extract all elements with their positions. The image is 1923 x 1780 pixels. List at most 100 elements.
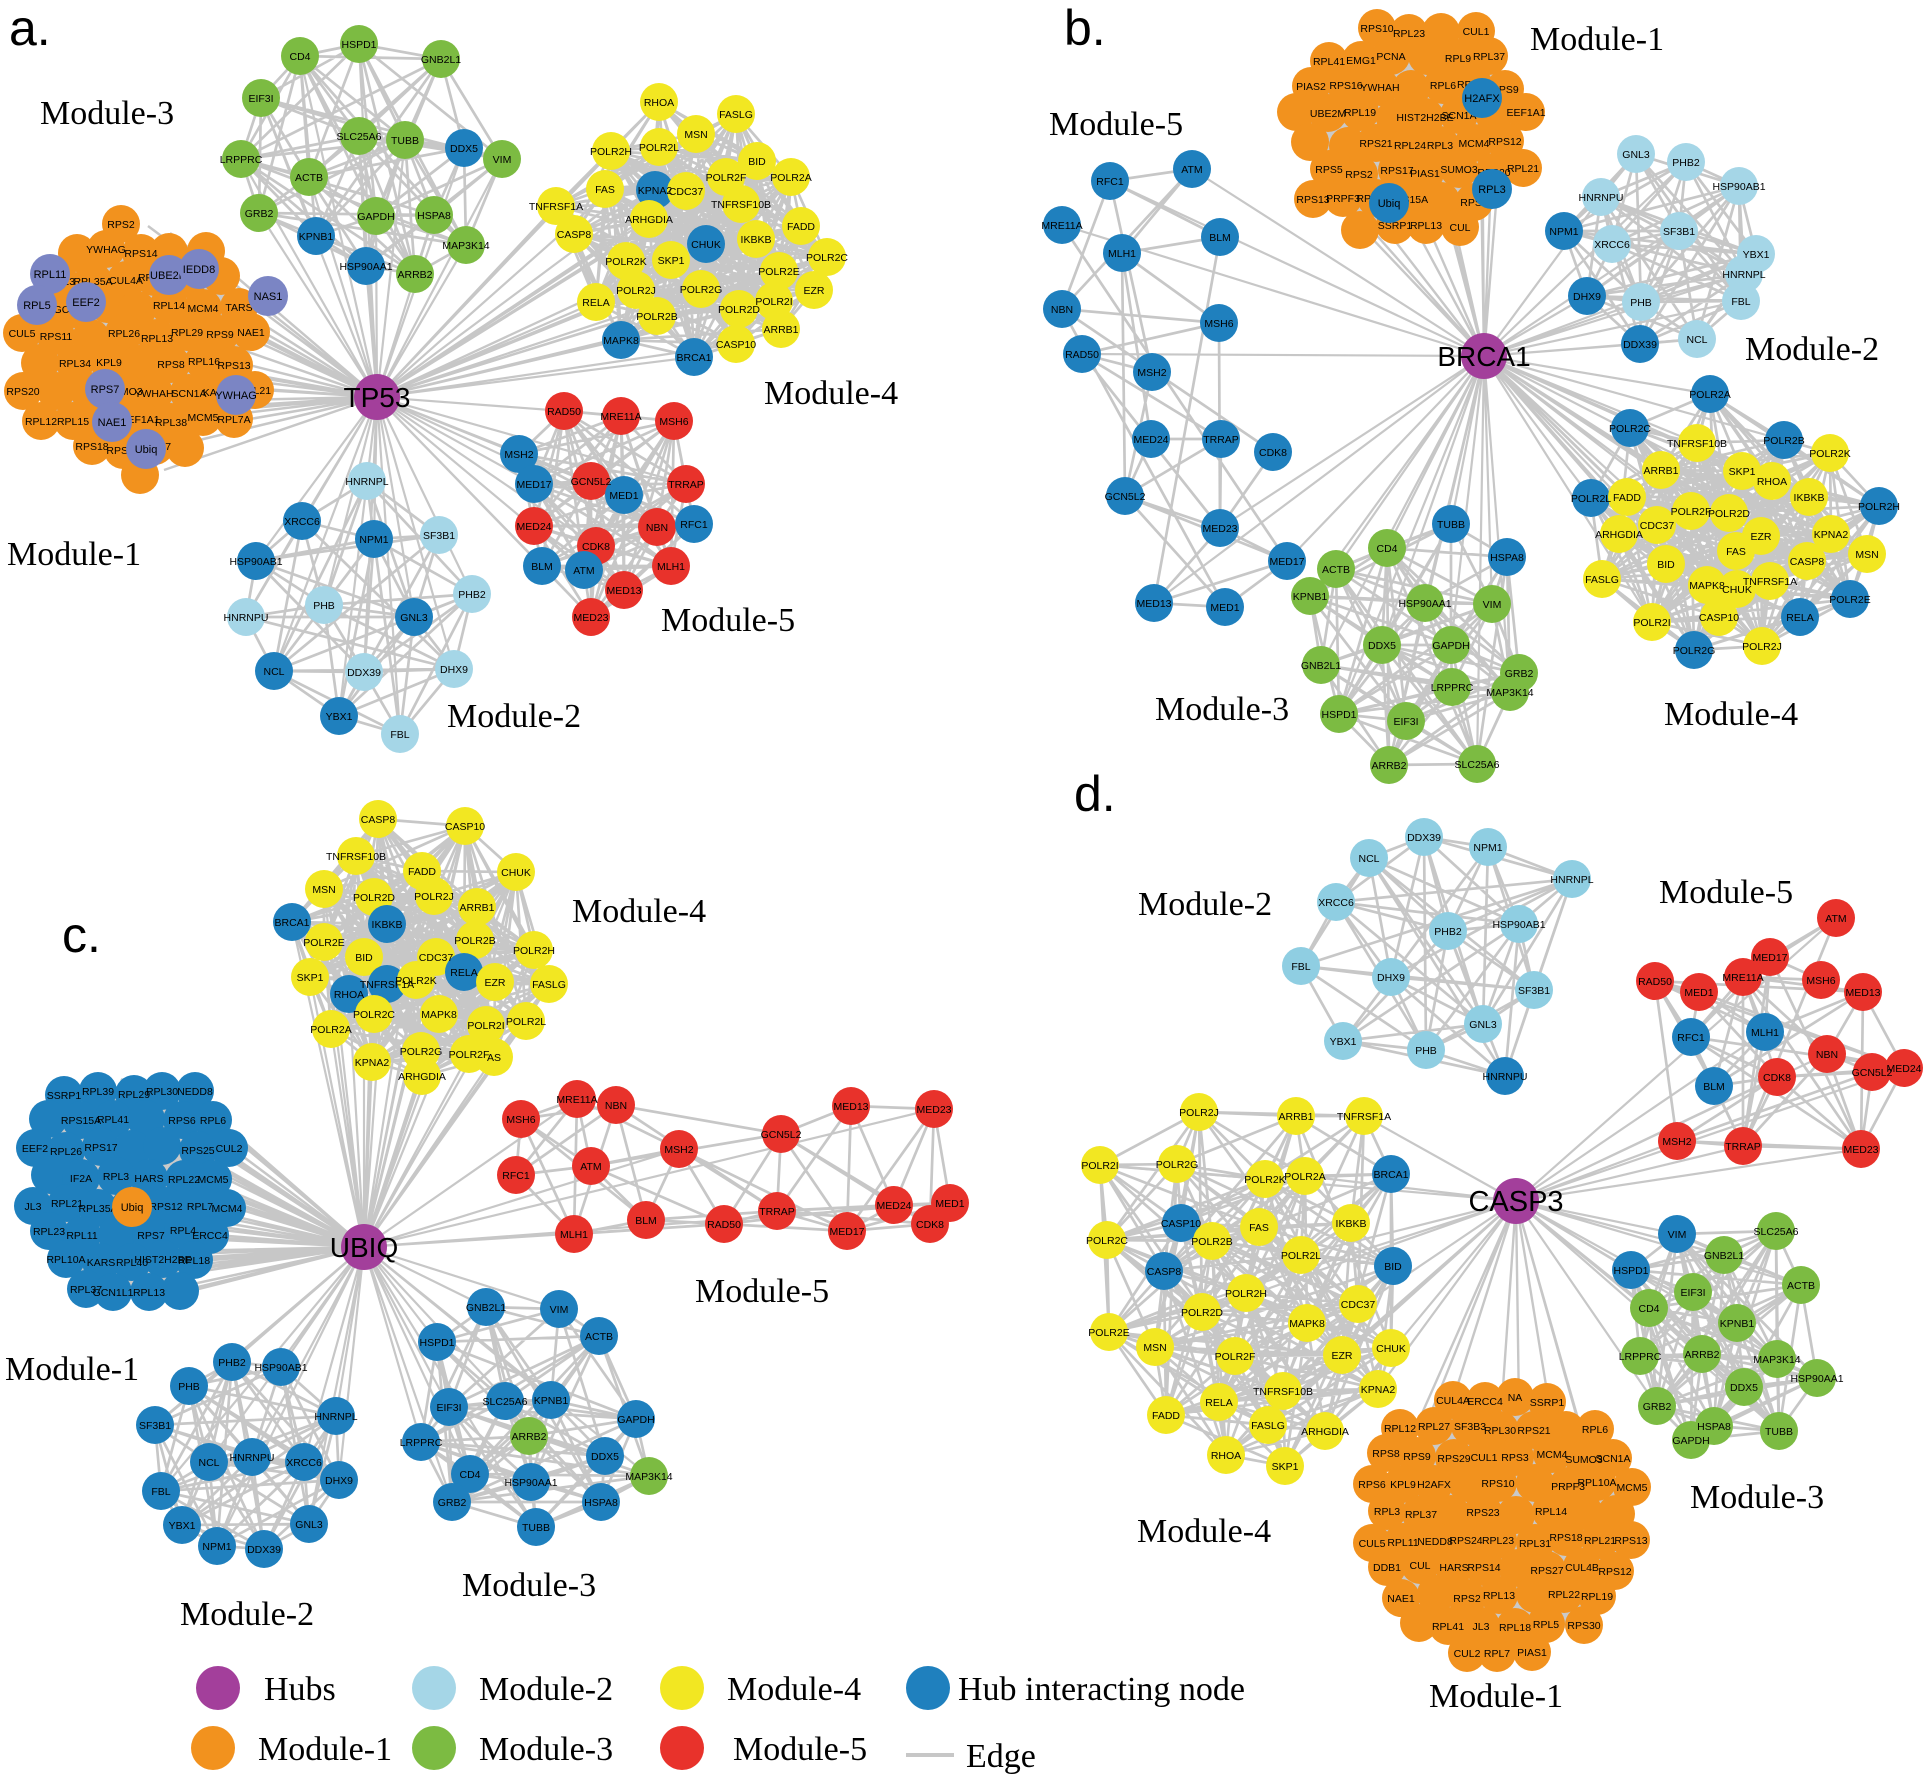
svg-text:HSPA8: HSPA8 xyxy=(1697,1421,1731,1433)
svg-text:PHB2: PHB2 xyxy=(458,589,486,601)
svg-text:RPS14: RPS14 xyxy=(1467,1562,1500,1574)
svg-text:Module-5: Module-5 xyxy=(1659,874,1793,911)
svg-text:RPS13: RPS13 xyxy=(1296,194,1329,206)
svg-text:PCNA: PCNA xyxy=(1376,51,1405,63)
svg-text:BLM: BLM xyxy=(1209,232,1231,244)
svg-text:Module-3: Module-3 xyxy=(1155,691,1289,728)
svg-text:RPL26: RPL26 xyxy=(50,1146,82,1158)
svg-text:RPL34: RPL34 xyxy=(59,358,91,370)
svg-text:MRE11A: MRE11A xyxy=(600,411,641,423)
svg-text:FBL: FBL xyxy=(151,1486,170,1498)
svg-text:RPL12: RPL12 xyxy=(25,416,57,428)
svg-text:POLR2L: POLR2L xyxy=(1281,1250,1321,1262)
svg-text:EEF2: EEF2 xyxy=(72,297,100,309)
svg-text:RPS7: RPS7 xyxy=(137,1230,165,1242)
svg-text:RPL3: RPL3 xyxy=(103,1171,129,1183)
svg-text:EIF3I: EIF3I xyxy=(1680,1287,1705,1299)
svg-text:RPL10A: RPL10A xyxy=(46,1254,85,1266)
svg-text:Ubiq: Ubiq xyxy=(135,444,158,456)
svg-text:HNRNPL: HNRNPL xyxy=(314,1411,357,1423)
svg-text:ACTB: ACTB xyxy=(295,172,323,184)
svg-text:DDX39: DDX39 xyxy=(1407,832,1441,844)
svg-text:RPS21: RPS21 xyxy=(1359,138,1392,150)
svg-text:FAS: FAS xyxy=(1249,1222,1269,1234)
svg-text:MAP3K14: MAP3K14 xyxy=(625,1471,672,1483)
svg-text:ARHGDIA: ARHGDIA xyxy=(1595,529,1643,541)
svg-text:TNFRSF1A: TNFRSF1A xyxy=(529,201,583,213)
svg-text:CD4: CD4 xyxy=(1638,1303,1659,1315)
svg-text:CASP8: CASP8 xyxy=(557,229,592,241)
svg-text:RPL23: RPL23 xyxy=(1393,28,1425,40)
svg-text:RPL5: RPL5 xyxy=(23,300,51,312)
svg-text:RPS15A: RPS15A xyxy=(61,1115,101,1127)
svg-text:XRCC6: XRCC6 xyxy=(1318,897,1354,909)
svg-text:MLH1: MLH1 xyxy=(1108,248,1136,260)
svg-text:HNRNPU: HNRNPU xyxy=(1483,1071,1528,1083)
svg-text:PIAS1: PIAS1 xyxy=(1517,1647,1547,1659)
svg-text:RPS10: RPS10 xyxy=(1481,1478,1514,1490)
svg-text:Module-3: Module-3 xyxy=(479,1731,613,1768)
svg-text:ARRB1: ARRB1 xyxy=(459,902,494,914)
svg-text:EMG1: EMG1 xyxy=(1346,55,1376,67)
svg-text:RPL6: RPL6 xyxy=(1430,80,1456,92)
svg-text:XRCC6: XRCC6 xyxy=(286,1457,322,1469)
svg-text:DDX5: DDX5 xyxy=(1730,1382,1758,1394)
svg-text:BRCA1: BRCA1 xyxy=(1373,1169,1408,1181)
svg-text:Module-5: Module-5 xyxy=(695,1273,829,1310)
svg-text:NCL: NCL xyxy=(263,666,284,678)
svg-text:POLR2K: POLR2K xyxy=(1244,1174,1285,1186)
svg-text:POLR2E: POLR2E xyxy=(1829,594,1870,606)
svg-text:DHX9: DHX9 xyxy=(325,1475,353,1487)
svg-text:HSP90AA1: HSP90AA1 xyxy=(1398,598,1451,610)
svg-text:FBL: FBL xyxy=(1291,961,1310,973)
svg-text:CDC37: CDC37 xyxy=(669,186,704,198)
svg-text:RPL3: RPL3 xyxy=(1374,1506,1400,1518)
svg-text:TUBB: TUBB xyxy=(1437,519,1465,531)
svg-text:TNFRSF10B: TNFRSF10B xyxy=(1253,1386,1313,1398)
svg-text:GAPDH: GAPDH xyxy=(1672,1435,1709,1447)
svg-text:NAS1: NAS1 xyxy=(254,291,283,303)
svg-text:RPL12: RPL12 xyxy=(1384,1423,1416,1435)
svg-text:NBN: NBN xyxy=(1816,1049,1838,1061)
svg-text:POLR2F: POLR2F xyxy=(449,1049,490,1061)
svg-text:RPS21: RPS21 xyxy=(1517,1425,1550,1437)
svg-text:IKBKB: IKBKB xyxy=(1794,492,1825,504)
svg-text:EZR: EZR xyxy=(1332,1350,1353,1362)
svg-text:SCN1A: SCN1A xyxy=(1441,110,1476,122)
svg-text:RELA: RELA xyxy=(582,297,609,309)
svg-text:RPS12: RPS12 xyxy=(149,1201,182,1213)
svg-text:RPS7: RPS7 xyxy=(91,384,120,396)
svg-text:Ubiq: Ubiq xyxy=(121,1202,144,1214)
svg-text:MCM5: MCM5 xyxy=(1617,1482,1648,1494)
svg-text:POLR2J: POLR2J xyxy=(414,891,454,903)
svg-text:KPNB1: KPNB1 xyxy=(1720,1318,1755,1330)
svg-text:PIAS2: PIAS2 xyxy=(1296,81,1326,93)
svg-text:POLR2F: POLR2F xyxy=(1215,1351,1256,1363)
svg-text:RELA: RELA xyxy=(1205,1397,1232,1409)
svg-text:NBN: NBN xyxy=(646,522,668,534)
svg-text:RPS29: RPS29 xyxy=(1437,1453,1470,1465)
svg-text:SF3B1: SF3B1 xyxy=(1663,226,1695,238)
svg-text:UBIQ: UBIQ xyxy=(330,1232,398,1263)
svg-text:DDB1: DDB1 xyxy=(1373,1562,1401,1574)
svg-text:MRE11A: MRE11A xyxy=(1722,972,1763,984)
svg-text:RPL14: RPL14 xyxy=(1535,1506,1567,1518)
svg-text:CD4: CD4 xyxy=(289,51,310,63)
svg-text:SKP1: SKP1 xyxy=(658,255,685,267)
svg-text:RELA: RELA xyxy=(450,967,477,979)
svg-text:DDX5: DDX5 xyxy=(591,1451,619,1463)
svg-text:POLR2C: POLR2C xyxy=(1086,1235,1128,1247)
svg-text:JL3: JL3 xyxy=(1473,1621,1490,1633)
svg-text:VIM: VIM xyxy=(550,1304,569,1316)
svg-text:PHB2: PHB2 xyxy=(1672,157,1700,169)
svg-text:NEDD8: NEDD8 xyxy=(1417,1536,1453,1548)
svg-text:BLM: BLM xyxy=(531,561,553,573)
svg-text:RPL15: RPL15 xyxy=(57,416,89,428)
svg-text:BID: BID xyxy=(355,952,373,964)
svg-text:HIST2H2BE: HIST2H2BE xyxy=(1396,112,1453,124)
svg-text:RPL26: RPL26 xyxy=(108,328,140,340)
svg-text:TARS: TARS xyxy=(225,302,252,314)
svg-text:GCN5L2: GCN5L2 xyxy=(1852,1067,1893,1079)
svg-text:DHX9: DHX9 xyxy=(1377,972,1405,984)
svg-text:BRCA1: BRCA1 xyxy=(274,917,309,929)
